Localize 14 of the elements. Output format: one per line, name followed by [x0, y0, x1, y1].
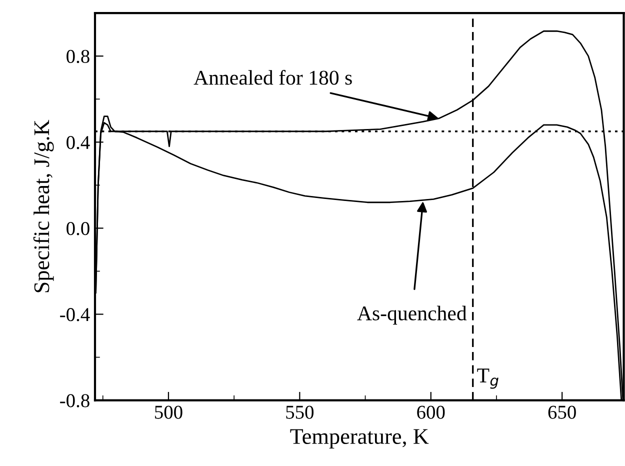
y-axis-title: Specific heat, J/g.K — [33, 120, 54, 292]
y-tick-label: -0.8 — [60, 394, 90, 408]
x-tick-label: 550 — [286, 406, 314, 419]
x-tick-label: 600 — [417, 406, 445, 419]
annotation: Annealed for 180 s — [194, 70, 352, 85]
y-tick-label: 0.8 — [66, 50, 90, 64]
y-tick-label: 0.4 — [66, 136, 90, 150]
x-tick-label: 650 — [548, 406, 576, 419]
x-axis-title: Temperature, K — [290, 429, 429, 448]
y-tick-label: -0.4 — [60, 308, 90, 322]
ref-line-label: T$_{g}$ — [477, 368, 498, 389]
x-tick-label: 500 — [155, 406, 182, 419]
y-tick-label: 0.0 — [66, 222, 90, 236]
annotation: As-quenched — [357, 306, 467, 325]
